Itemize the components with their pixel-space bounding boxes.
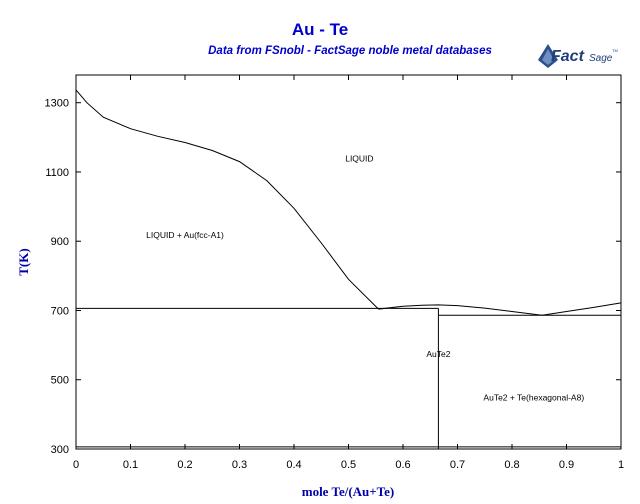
svg-text:Sage: Sage	[589, 53, 613, 64]
x-tick-label: 0.8	[504, 459, 519, 471]
x-tick-label: 0.7	[450, 459, 465, 471]
y-axis-label: T(K)	[16, 248, 31, 275]
x-tick-label: 0.3	[232, 459, 247, 471]
x-tick-label: 1	[618, 459, 624, 471]
x-axis: 0 0.1 0.2 0.3 0.4 0.5 0.6 0.7 0.8 0.9 1	[73, 75, 624, 471]
boundary-line-1	[378, 304, 543, 316]
region-labels: LIQUID LIQUID + Au(fcc-A1) AuTe2 AuTe2 + Te…	[146, 154, 584, 403]
y-tick-label: 900	[51, 236, 69, 248]
y-tick-label: 1300	[45, 98, 69, 110]
region-label: AuTe2	[426, 349, 450, 359]
boundary-line-2	[541, 302, 622, 316]
x-tick-label: 0.4	[286, 459, 301, 471]
svg-text:TM: TM	[612, 48, 618, 53]
y-tick-label: 700	[51, 305, 69, 317]
y-tick-label: 300	[51, 444, 69, 456]
y-tick-label: 500	[51, 375, 69, 387]
region-label: AuTe2 + Te(hexagonal-A8)	[483, 393, 584, 403]
chart-subtitle: Data from FSnobl - FactSage noble metal …	[208, 45, 492, 57]
x-tick-label: 0.5	[341, 459, 356, 471]
phase-boundaries	[75, 89, 622, 449]
chart-title: Au - Te	[291, 20, 349, 39]
y-tick-label: 1100	[45, 167, 69, 179]
factsage-logo: Fact Sage TM	[536, 40, 620, 70]
region-label: LIQUID	[345, 154, 373, 164]
y-axis: 300 500 700 900 1100 1300	[45, 98, 621, 456]
boundary-line-0	[75, 89, 379, 310]
x-tick-label: 0.9	[559, 459, 574, 471]
x-tick-label: 0.1	[123, 459, 138, 471]
x-tick-label: 0	[73, 459, 79, 471]
region-label: LIQUID + Au(fcc-A1)	[146, 230, 224, 240]
x-tick-label: 0.6	[395, 459, 410, 471]
x-tick-label: 0.2	[177, 459, 192, 471]
svg-text:Fact: Fact	[551, 48, 585, 65]
x-axis-label: mole Te/(Au+Te)	[302, 484, 395, 499]
